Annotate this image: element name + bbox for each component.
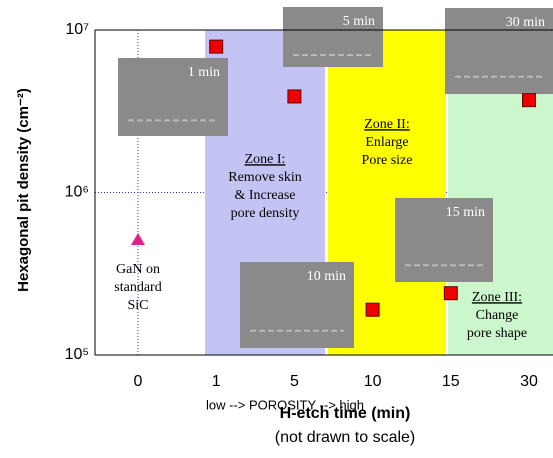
point [365,302,380,317]
images: 1 min 5 min 30 min 15 min 10 min [118,7,553,348]
image-label: 10 min [307,269,346,284]
y-axis-title: Hexagonal pit density (cm⁻²) [15,88,32,292]
image-label: 1 min [188,65,220,80]
zone-text: pore shape [467,326,527,341]
point [522,93,536,108]
image-label: 5 min [343,14,375,29]
point [131,233,145,246]
sem-image [118,58,228,136]
x-tick-label: 1 [212,373,221,390]
x-tick-label: 10 [364,373,382,390]
zone-title: Zone II: [364,117,409,132]
x-tick-label: 30 [520,373,538,390]
zone-title: Zone I: [245,152,286,167]
sem-image [240,262,354,348]
zone-text: Pore size [362,153,413,168]
sem-image [445,8,553,94]
baseline-note: GaN on [116,262,160,277]
x-tick-label: 0 [134,373,143,390]
point [443,286,458,301]
zone-text: Zone I: Remove skin & Increase pore density… [114,117,527,341]
x-tick-label: 5 [290,373,299,390]
zone-title: Zone III: [472,290,522,305]
x-axis-title: H-etch time (min) [280,405,411,422]
zone-text: & Increase [234,188,295,203]
zone-text: Enlarge [365,135,408,150]
image-label: 15 min [446,205,485,220]
y-tick-label: 10⁵ [65,346,89,363]
point [287,89,302,104]
baseline-note: SiC [127,298,148,313]
sem-image [283,7,383,67]
zone-text: Remove skin [228,170,302,185]
point [209,39,224,54]
sem-image [395,198,493,282]
image-label: 30 min [506,15,545,30]
y-tick-label: 10⁶ [65,184,89,201]
x-tick-label: 15 [442,373,460,390]
baseline-note: standard [114,280,161,295]
x-axis-annotation: low --> POROSITY --> high [206,397,364,412]
zone-text: Change [476,308,519,323]
marks [131,39,536,317]
y-tick-label: 10⁷ [65,21,89,38]
x-axis-note: (not drawn to scale) [275,429,416,446]
zone-text: pore density [231,206,300,221]
